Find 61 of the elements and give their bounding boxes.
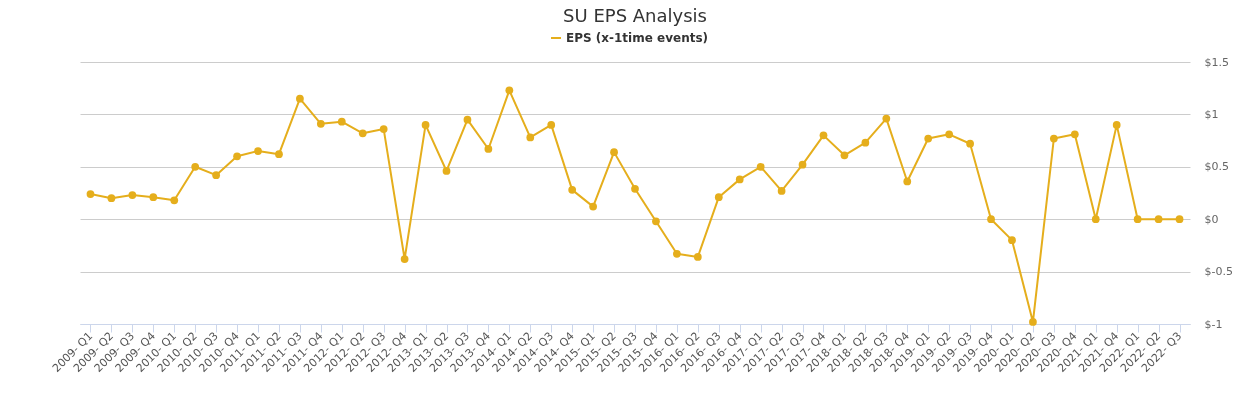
point <box>337 117 346 126</box>
point <box>212 171 221 180</box>
point <box>589 202 597 211</box>
point <box>756 162 765 171</box>
point <box>379 125 388 133</box>
point <box>861 138 870 147</box>
point <box>1008 236 1016 245</box>
y-tick-label: $1 <box>1204 107 1219 121</box>
point <box>484 145 493 153</box>
point <box>777 187 786 195</box>
point <box>254 147 262 155</box>
point <box>945 130 954 139</box>
point <box>505 86 514 95</box>
y-tick-label: $0.5 <box>1204 160 1229 174</box>
point <box>1133 215 1142 224</box>
point <box>924 134 933 143</box>
point <box>275 150 283 159</box>
point <box>1029 318 1037 326</box>
point <box>526 133 535 142</box>
point <box>903 177 912 186</box>
point <box>652 217 660 226</box>
y-tick-label: $-0.5 <box>1204 265 1233 279</box>
point <box>568 185 577 194</box>
point <box>1175 215 1184 224</box>
point <box>547 121 556 129</box>
point <box>463 115 472 124</box>
point <box>233 152 241 161</box>
point <box>714 193 723 202</box>
point <box>316 119 325 128</box>
point <box>86 190 95 198</box>
point <box>610 148 618 156</box>
point <box>1070 130 1079 139</box>
point <box>170 196 179 205</box>
point <box>128 191 137 199</box>
point <box>107 194 116 203</box>
point <box>191 162 200 171</box>
point <box>358 129 367 138</box>
point <box>987 215 995 224</box>
y-tick-label: $1.5 <box>1204 55 1229 69</box>
point <box>1154 215 1163 224</box>
point <box>296 94 304 103</box>
point <box>442 167 451 175</box>
legend-label: EPS (x-1time events) <box>566 31 709 45</box>
chart-title: SU EPS Analysis <box>563 5 707 26</box>
point <box>673 249 681 258</box>
point <box>1049 134 1058 143</box>
point <box>966 139 974 148</box>
point <box>400 255 409 263</box>
point <box>840 151 849 160</box>
y-tick-label: $-1 <box>1204 317 1223 331</box>
point <box>421 121 430 129</box>
point <box>819 131 828 140</box>
point <box>882 114 891 123</box>
point <box>693 253 702 261</box>
point <box>735 175 744 184</box>
point <box>798 160 807 169</box>
y-tick-label: $0 <box>1204 212 1219 226</box>
point <box>631 184 639 193</box>
point <box>149 193 158 202</box>
point <box>1091 215 1100 224</box>
point <box>1112 121 1121 129</box>
